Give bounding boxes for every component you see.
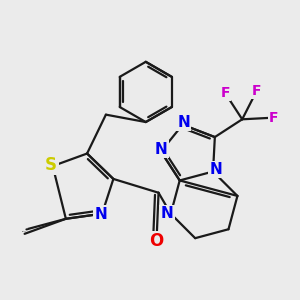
Text: N: N: [178, 115, 190, 130]
Text: O: O: [149, 232, 164, 250]
Text: F: F: [269, 111, 278, 125]
Text: N: N: [154, 142, 167, 157]
Text: S: S: [47, 157, 58, 172]
Text: F: F: [252, 84, 261, 98]
Text: N: N: [160, 206, 173, 221]
Text: S: S: [45, 156, 57, 174]
Text: methyl: methyl: [22, 231, 26, 232]
Text: N: N: [209, 162, 222, 177]
Text: N: N: [94, 206, 107, 221]
Text: F: F: [220, 86, 230, 100]
Text: methyl: methyl: [24, 227, 29, 229]
Text: N: N: [94, 208, 107, 223]
